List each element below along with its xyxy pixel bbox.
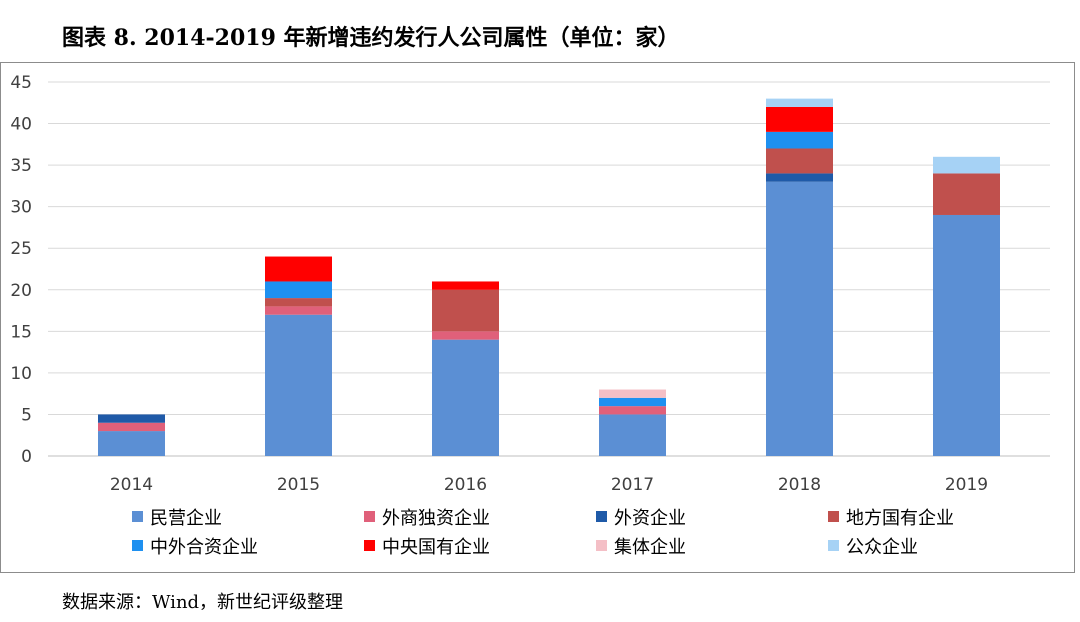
legend-label: 外商独资企业 [382,507,490,529]
bar-segment [766,98,833,107]
bar-segment [933,214,1000,456]
bar-segment [432,281,499,290]
y-tick-label: 20 [10,281,32,301]
y-tick-label: 30 [10,198,32,218]
y-tick-label: 15 [10,322,32,342]
bar-segment [766,181,833,456]
bar-segment [599,406,666,415]
legend-label: 外资企业 [614,507,686,529]
y-tick-label: 35 [10,156,32,176]
legend-label: 地方国有企业 [846,507,954,529]
bar-segment [432,331,499,340]
legend-swatch [364,511,375,522]
bar-segment [766,131,833,149]
legend-swatch [828,540,839,551]
x-tick-label: 2016 [444,475,487,495]
bar-segment [432,289,499,332]
legend-label: 集体企业 [614,536,686,558]
bar-segment [599,397,666,407]
x-tick-label: 2017 [611,475,654,495]
x-tick-label: 2019 [945,475,988,495]
legend-label: 民营企业 [150,507,222,529]
source-note: 数据来源：Wind，新世纪评级整理 [62,592,344,613]
bar-segment [98,414,165,423]
bar-segment [432,339,499,456]
legend-swatch [132,511,143,522]
legend-row: 中外合资企业 中央国有企业 集体企业 公众企业 [132,531,1062,560]
legend-item: 地方国有企业 [828,504,1060,530]
legend-row: 民营企业 外商独资企业 外资企业 地方国有企业 [132,502,1062,531]
bar-segment [599,414,666,456]
bar-segment [98,422,165,432]
x-tick-label: 2018 [778,475,821,495]
bar-segment [933,156,1000,174]
legend-label: 公众企业 [846,536,918,558]
bar-segment [766,148,833,174]
legend-item: 外资企业 [596,504,828,530]
legend-item: 中央国有企业 [364,533,596,559]
bar-segment [265,298,332,307]
y-tick-label: 10 [10,364,32,384]
legend-label: 中央国有企业 [382,536,490,558]
legend-swatch [596,511,607,522]
chart-frame [0,62,1075,573]
legend-item: 集体企业 [596,533,828,559]
bar-segment [265,314,332,456]
bar-segment [98,431,165,456]
y-tick-label: 0 [21,447,32,467]
bar-segment [766,173,833,182]
bar-segment [766,106,833,132]
bar-segment [265,306,332,315]
x-tick-label: 2015 [277,475,320,495]
legend-item: 民营企业 [132,504,364,530]
y-tick-label: 5 [21,405,32,425]
legend-item: 中外合资企业 [132,533,364,559]
bar-segment [599,389,666,398]
legend-label: 中外合资企业 [150,536,258,558]
y-tick-label: 25 [10,239,32,259]
chart-title: 图表 8. 2014-2019 年新增违约发行人公司属性（单位：家） [62,25,680,51]
legend-swatch [364,540,375,551]
y-tick-label: 40 [10,115,32,135]
bar-segment [933,173,1000,215]
legend-item: 公众企业 [828,533,1060,559]
legend-swatch [596,540,607,551]
legend-swatch [132,540,143,551]
y-tick-label: 45 [10,73,32,93]
chart-legend: 民营企业 外商独资企业 外资企业 地方国有企业中外合资企业 中央国有企业 集体企业 公众企业 [132,502,1062,560]
stacked-bar-chart: 0 5 10 15 20 25 30 35 40 45 2014 2015 2016 2017 2018 20… [10,73,1050,495]
legend-item: 外商独资企业 [364,504,596,530]
bar-segment [265,256,332,282]
legend-swatch [828,511,839,522]
bar-segment [265,281,332,299]
x-tick-label: 2014 [110,475,153,495]
